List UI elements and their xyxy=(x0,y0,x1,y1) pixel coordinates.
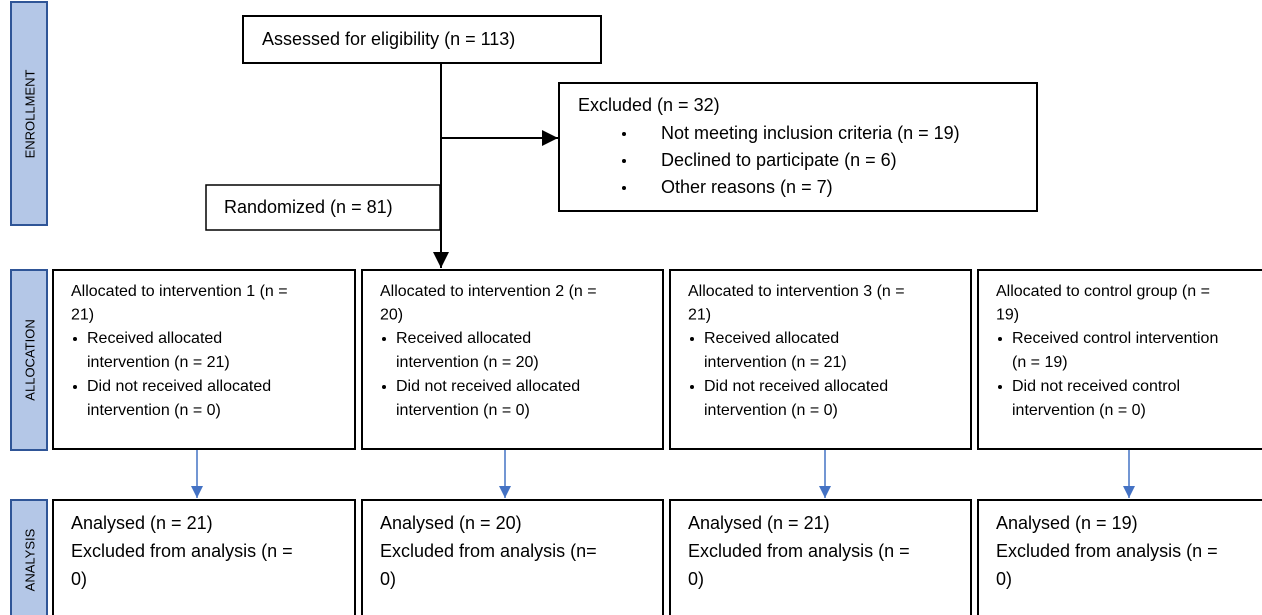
box-text: 0) xyxy=(71,569,87,589)
box-text: intervention (n = 0) xyxy=(396,402,530,419)
box-text: Allocated to control group (n = xyxy=(996,283,1210,300)
box-text: Assessed for eligibility (n = 113) xyxy=(262,29,515,49)
bullet xyxy=(998,385,1002,389)
box-text: Analysed (n = 21) xyxy=(71,513,213,533)
box-text: intervention (n = 0) xyxy=(87,402,221,419)
box-text: Did not received allocated xyxy=(704,378,888,395)
box-text: Did not received control xyxy=(1012,378,1180,395)
box xyxy=(361,269,664,450)
bullet xyxy=(73,337,77,341)
box-text: 21) xyxy=(71,307,94,324)
box xyxy=(205,184,441,231)
box-text: Analysed (n = 20) xyxy=(380,513,522,533)
box-text: Analysed (n = 19) xyxy=(996,513,1138,533)
box-text: Did not received allocated xyxy=(87,378,271,395)
box xyxy=(52,269,356,450)
side-label: ENROLLMENT xyxy=(22,70,37,159)
side-label: ALLOCATION xyxy=(22,319,37,400)
box-text: Received control intervention xyxy=(1012,330,1218,347)
box-text: Excluded from analysis (n = xyxy=(996,541,1218,561)
box-text: Excluded from analysis (n = xyxy=(71,541,293,561)
bullet xyxy=(382,385,386,389)
box-text: 20) xyxy=(380,307,403,324)
box-text: Received allocated xyxy=(396,330,531,347)
bullet xyxy=(998,337,1002,341)
box-text: Received allocated xyxy=(87,330,222,347)
bullet xyxy=(622,159,626,163)
side-box xyxy=(10,269,48,451)
box-text: intervention (n = 20) xyxy=(396,354,539,371)
box-text: intervention (n = 0) xyxy=(1012,402,1146,419)
side-box xyxy=(10,499,48,615)
box-text: Received allocated xyxy=(704,330,839,347)
box-text: 19) xyxy=(996,307,1019,324)
box-text: 0) xyxy=(688,569,704,589)
bullet xyxy=(690,385,694,389)
bullet xyxy=(622,186,626,190)
box-text: Randomized (n = 81) xyxy=(224,197,393,217)
bullet xyxy=(622,132,626,136)
box-text: (n = 19) xyxy=(1012,354,1068,371)
bullet xyxy=(690,337,694,341)
box-text: intervention (n = 21) xyxy=(87,354,230,371)
box-text: Allocated to intervention 2 (n = xyxy=(380,283,597,300)
box-text: Other reasons (n = 7) xyxy=(661,177,833,197)
side-label: ANALYSIS xyxy=(22,528,37,591)
box xyxy=(52,499,356,615)
box-text: intervention (n = 21) xyxy=(704,354,847,371)
box xyxy=(361,499,664,615)
box-text: Allocated to intervention 1 (n = xyxy=(71,283,288,300)
box xyxy=(242,15,602,64)
box-text: Excluded (n = 32) xyxy=(578,95,720,115)
box xyxy=(977,269,1262,450)
box xyxy=(669,499,972,615)
box-text: Allocated to intervention 3 (n = xyxy=(688,283,905,300)
box-text: Analysed (n = 21) xyxy=(688,513,830,533)
box-text: 21) xyxy=(688,307,711,324)
box-text: 0) xyxy=(996,569,1012,589)
box-text: Excluded from analysis (n = xyxy=(688,541,910,561)
box xyxy=(558,82,1038,212)
bullet xyxy=(382,337,386,341)
box-text: Did not received allocated xyxy=(396,378,580,395)
bullet xyxy=(73,385,77,389)
box xyxy=(977,499,1262,615)
box-text: 0) xyxy=(380,569,396,589)
box-text: Excluded from analysis (n= xyxy=(380,541,597,561)
box-text: Not meeting inclusion criteria (n = 19) xyxy=(661,123,960,143)
box-text: intervention (n = 0) xyxy=(704,402,838,419)
box xyxy=(669,269,972,450)
box-text: Declined to participate (n = 6) xyxy=(661,150,897,170)
side-box xyxy=(10,1,48,226)
